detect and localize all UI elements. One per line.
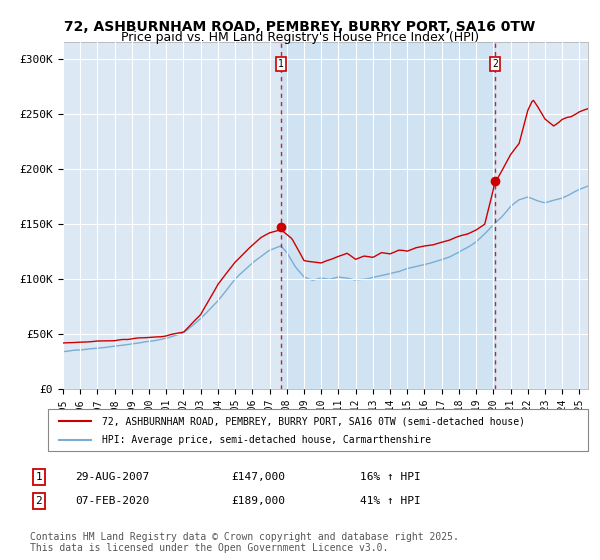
Text: Price paid vs. HM Land Registry's House Price Index (HPI): Price paid vs. HM Land Registry's House … [121, 31, 479, 44]
Text: 1: 1 [278, 59, 284, 69]
Text: 41% ↑ HPI: 41% ↑ HPI [360, 496, 421, 506]
Text: 72, ASHBURNHAM ROAD, PEMBREY, BURRY PORT, SA16 0TW (semi-detached house): 72, ASHBURNHAM ROAD, PEMBREY, BURRY PORT… [102, 417, 525, 426]
Text: 2: 2 [35, 496, 43, 506]
Bar [281, 42, 495, 389]
Text: HPI: Average price, semi-detached house, Carmarthenshire: HPI: Average price, semi-detached house,… [102, 435, 431, 445]
Text: 72, ASHBURNHAM ROAD, PEMBREY, BURRY PORT, SA16 0TW: 72, ASHBURNHAM ROAD, PEMBREY, BURRY PORT… [64, 20, 536, 34]
Text: 1: 1 [35, 472, 43, 482]
Text: 2: 2 [492, 59, 498, 69]
Text: 16% ↑ HPI: 16% ↑ HPI [360, 472, 421, 482]
Text: 29-AUG-2007: 29-AUG-2007 [75, 472, 149, 482]
Text: £147,000: £147,000 [231, 472, 285, 482]
Text: 07-FEB-2020: 07-FEB-2020 [75, 496, 149, 506]
Text: £189,000: £189,000 [231, 496, 285, 506]
Text: Contains HM Land Registry data © Crown copyright and database right 2025.
This d: Contains HM Land Registry data © Crown c… [30, 531, 459, 553]
